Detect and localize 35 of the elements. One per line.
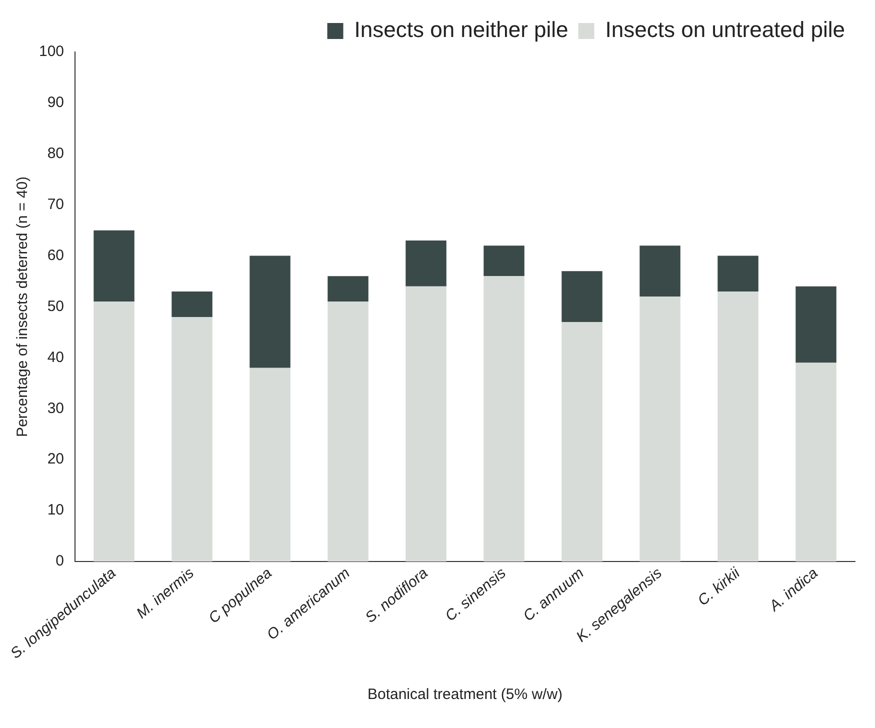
y-tick-label: 90: [47, 94, 64, 112]
bar: [640, 296, 680, 562]
y-tick-label: 100: [38, 43, 64, 60]
legend-label: Insects on untreated pile: [605, 17, 846, 42]
bar: [718, 291, 758, 562]
bar: [796, 286, 836, 363]
bar: [406, 240, 446, 286]
bar: [94, 302, 134, 562]
bar: [484, 246, 524, 276]
x-axis-title: Botanical treatment (5% w/w): [367, 686, 563, 704]
y-tick-label: 0: [56, 552, 64, 570]
y-axis-title: Percentage of insects deterred (n = 40): [14, 176, 32, 438]
bar: [328, 302, 368, 562]
y-tick-label: 70: [47, 196, 64, 213]
y-tick-label: 20: [47, 450, 64, 468]
y-tick-label: 60: [47, 246, 64, 264]
y-tick-label: 30: [47, 400, 64, 417]
bar: [250, 256, 290, 368]
bar: [406, 286, 446, 562]
legend-label: Insects on neither pile: [354, 17, 568, 42]
bar: [796, 362, 836, 562]
y-tick-label: 50: [47, 298, 64, 315]
bar: [172, 291, 212, 317]
bar: [718, 256, 758, 292]
y-tick-label: 80: [47, 145, 64, 162]
bar: [562, 322, 602, 562]
bar: [94, 230, 134, 302]
y-tick-label: 10: [47, 502, 64, 519]
bar: [484, 276, 524, 562]
bar: [562, 271, 602, 322]
bar: [172, 316, 212, 562]
bar: [250, 368, 290, 562]
y-tick-label: 40: [47, 348, 64, 366]
bar: [328, 276, 368, 302]
bar: [640, 246, 680, 297]
